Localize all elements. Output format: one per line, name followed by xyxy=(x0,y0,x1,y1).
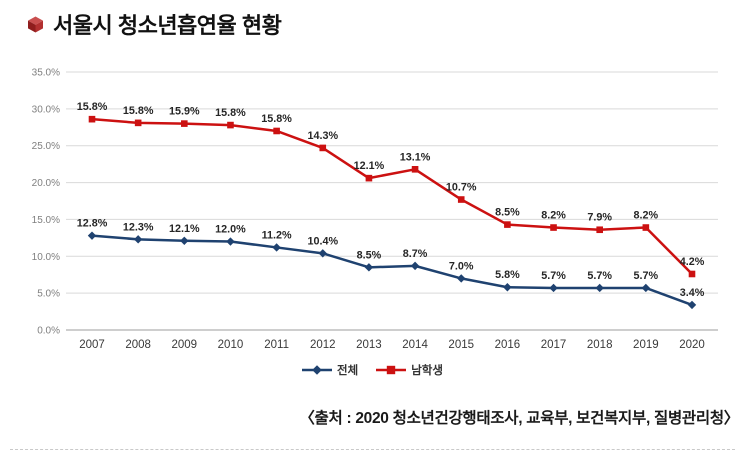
data-label: 14.3% xyxy=(307,130,338,142)
marker-square xyxy=(504,221,511,228)
series-line-0 xyxy=(91,234,693,307)
data-label: 10.7% xyxy=(446,182,477,194)
x-tick-label: 2015 xyxy=(448,339,474,351)
data-label: 12.8% xyxy=(77,218,108,230)
legend-item-male: 남학생 xyxy=(376,362,443,378)
marker-diamond xyxy=(549,283,558,293)
series-line-1 xyxy=(91,117,693,275)
marker-square xyxy=(550,224,557,231)
x-tick-label: 2012 xyxy=(310,339,336,351)
y-tick-label: 0.0% xyxy=(37,326,60,337)
data-label: 15.8% xyxy=(123,105,154,117)
y-tick-label: 5.0% xyxy=(37,289,60,300)
data-label: 12.3% xyxy=(123,221,154,233)
marker-diamond xyxy=(503,283,512,292)
legend-line-marker-male xyxy=(376,364,407,376)
marker-diamond xyxy=(641,283,651,293)
page-bottom-divider xyxy=(10,449,735,450)
page-title: 서울시 청소년흡연율 현황 xyxy=(53,13,282,38)
marker-diamond xyxy=(272,243,281,252)
marker-diamond xyxy=(595,283,604,293)
data-label: 5.7% xyxy=(634,270,659,282)
data-label: 12.1% xyxy=(354,160,385,172)
data-label: 10.4% xyxy=(307,235,338,247)
smoking-rate-line-chart: 0.0% 5.0% 10.0% 15.0% 20.0% 25.0% 30.0% 35.0% 20… xyxy=(24,56,732,358)
x-tick-label: 2007 xyxy=(79,339,105,351)
y-tick-label: 25.0% xyxy=(32,141,60,152)
chart-canvas: 0.0% 5.0% 10.0% 15.0% 20.0% 25.0% 30.0% 35.0% 20… xyxy=(32,68,718,351)
data-label: 5.7% xyxy=(541,270,566,282)
marker-square xyxy=(319,144,327,152)
x-tick-label: 2018 xyxy=(587,339,613,351)
red-cube-bullet-icon xyxy=(27,16,44,33)
marker-square xyxy=(411,166,419,173)
marker-square xyxy=(88,115,96,123)
x-tick-label: 2020 xyxy=(679,339,705,351)
data-label: 5.8% xyxy=(495,269,520,281)
data-label: 15.8% xyxy=(261,113,292,125)
data-label: 7.0% xyxy=(449,260,474,272)
y-tick-label: 30.0% xyxy=(32,104,60,115)
legend-line-marker-total xyxy=(302,364,333,376)
data-label: 8.7% xyxy=(403,248,428,260)
data-label: 15.8% xyxy=(77,101,108,113)
marker-square xyxy=(365,174,373,182)
marker-diamond xyxy=(410,261,420,271)
y-tick-label: 20.0% xyxy=(32,178,60,189)
data-label: 7.9% xyxy=(587,212,612,224)
source-caption: 〈출처 : 2020 청소년건강행태조사, 교육부, 보건복지부, 질병관리청〉 xyxy=(299,410,739,427)
chart-legend: 전체 남학생 xyxy=(0,362,745,378)
marker-square xyxy=(596,226,603,234)
y-tick-label: 15.0% xyxy=(32,215,60,226)
x-tick-label: 2008 xyxy=(125,339,151,351)
y-tick-label: 35.0% xyxy=(32,68,60,79)
x-tick-label: 2013 xyxy=(356,339,382,351)
marker-square xyxy=(181,120,188,127)
marker-diamond xyxy=(226,237,235,246)
data-label: 15.8% xyxy=(215,107,246,119)
marker-square xyxy=(227,121,234,129)
data-label: 13.1% xyxy=(400,151,431,163)
data-label: 8.2% xyxy=(541,210,566,222)
marker-diamond xyxy=(87,231,97,240)
legend-label-total: 전체 xyxy=(337,365,359,377)
x-tick-label: 2009 xyxy=(172,339,198,351)
marker-diamond xyxy=(687,300,697,310)
y-tick-label: 10.0% xyxy=(32,252,60,263)
x-tick-label: 2017 xyxy=(541,339,567,351)
x-tick-label: 2019 xyxy=(633,339,659,351)
marker-square xyxy=(273,127,280,135)
data-label: 8.5% xyxy=(495,207,520,219)
data-label: 12.0% xyxy=(215,224,246,236)
data-label: 11.2% xyxy=(262,229,292,241)
x-tick-label: 2014 xyxy=(402,339,428,351)
marker-square xyxy=(642,224,650,231)
data-label: 15.9% xyxy=(169,106,200,118)
data-label: 12.1% xyxy=(169,223,200,235)
data-label: 5.7% xyxy=(587,270,612,282)
data-label: 8.5% xyxy=(357,249,382,261)
legend-label-male: 남학생 xyxy=(411,365,443,377)
data-label: 3.4% xyxy=(680,287,705,299)
marker-square xyxy=(457,196,465,203)
legend-item-total: 전체 xyxy=(302,362,358,378)
x-tick-label: 2010 xyxy=(218,339,244,351)
marker-diamond xyxy=(457,274,466,283)
marker-square xyxy=(688,270,696,278)
marker-diamond xyxy=(133,235,143,244)
marker-diamond xyxy=(180,236,189,246)
x-tick-label: 2016 xyxy=(495,339,521,351)
marker-square xyxy=(134,119,142,127)
x-tick-label: 2011 xyxy=(264,339,289,351)
chart-header: 서울시 청소년흡연율 현황 xyxy=(27,8,282,40)
data-label: 4.2% xyxy=(680,256,705,268)
marker-diamond xyxy=(318,249,327,258)
data-label: 8.2% xyxy=(634,210,659,222)
marker-diamond xyxy=(364,263,374,272)
